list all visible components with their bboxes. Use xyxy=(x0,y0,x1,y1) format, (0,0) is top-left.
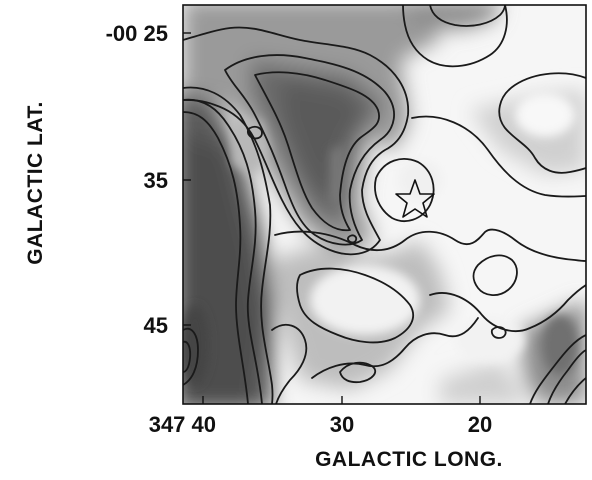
star-icon xyxy=(395,179,435,218)
contour-lines xyxy=(183,5,586,404)
axis-ticks xyxy=(183,32,481,404)
plot-frame xyxy=(182,4,587,405)
y-tick-label-2: 35 xyxy=(144,168,168,193)
x-tick-label-2: 30 xyxy=(330,412,354,437)
y-axis-title: GALACTIC LAT. xyxy=(24,101,47,265)
x-tick-label-3: 20 xyxy=(468,412,492,437)
x-tick-label-1: 347 40 xyxy=(149,412,216,437)
y-tick-label-1: -00 25 xyxy=(106,21,168,46)
y-tick-label-3: 45 xyxy=(144,313,168,338)
x-axis-title: GALACTIC LONG. xyxy=(315,448,503,471)
